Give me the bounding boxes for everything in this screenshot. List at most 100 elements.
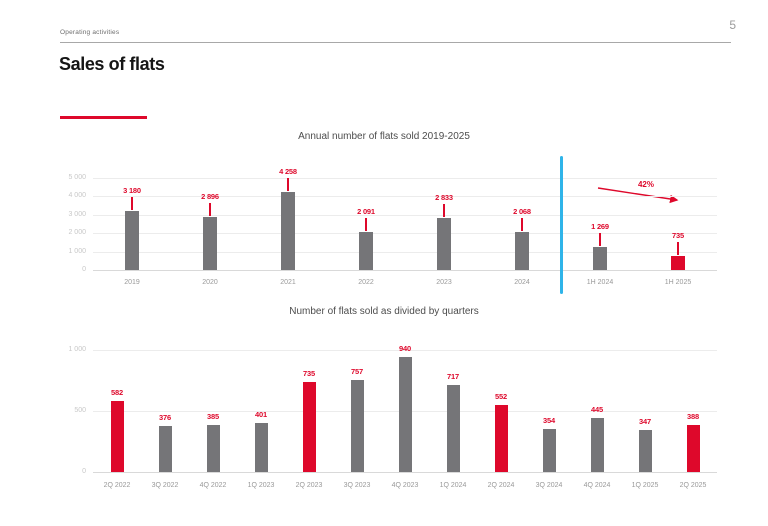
section-eyebrow: Operating activities — [60, 29, 120, 36]
page-title: Sales of flats — [59, 54, 165, 74]
gridline — [93, 251, 717, 253]
gridline — [93, 214, 717, 216]
bar-value-label: 735 — [672, 231, 684, 241]
x-axis-category-label: 2023 — [436, 279, 452, 286]
x-axis-category-label: 2Q 2023 — [295, 482, 323, 489]
x-axis-category-label: 2024 — [514, 279, 530, 286]
y-axis-tick-label: 0 — [82, 468, 86, 475]
bar-1h-2024 — [593, 246, 607, 270]
x-axis-category-label: 4Q 2023 — [391, 482, 419, 489]
y-axis-tick-label: 5 000 — [68, 174, 86, 181]
x-axis-category-label: 4Q 2022 — [199, 482, 227, 489]
bar-value-label: 940 — [399, 344, 411, 354]
bar-value-label: 582 — [111, 387, 123, 397]
bar-1h-2025 — [671, 256, 685, 270]
bar-4q-2022 — [206, 425, 220, 472]
bar-value-label: 552 — [495, 391, 507, 401]
bar-1q-2023 — [254, 423, 268, 472]
bar-value-label: 347 — [639, 416, 651, 426]
y-axis-tick-label: 1 000 — [68, 346, 86, 353]
bar-value-label: 3 180 — [123, 186, 141, 196]
x-axis-category-label: 1Q 2024 — [439, 482, 467, 489]
x-axis-category-label: 3Q 2022 — [151, 482, 179, 489]
bar-value-label: 2 068 — [513, 206, 531, 216]
x-axis-category-label: 1Q 2023 — [247, 482, 275, 489]
bar-value-label: 388 — [687, 411, 699, 421]
x-axis-category-label: 2021 — [280, 279, 296, 286]
page-number: 5 — [729, 18, 736, 32]
title-accent-underline — [60, 116, 147, 119]
value-connector-line — [521, 217, 523, 231]
gridline — [93, 233, 717, 235]
bar-3q-2022 — [158, 426, 172, 472]
period-divider-line — [559, 156, 563, 294]
value-connector-line — [443, 203, 445, 217]
bar-value-label: 735 — [303, 369, 315, 379]
x-axis-category-label: 4Q 2024 — [583, 482, 611, 489]
gridline — [93, 178, 717, 179]
bar-2q-2022 — [110, 400, 124, 472]
bar-value-label: 757 — [351, 366, 363, 376]
gridline — [93, 472, 717, 473]
x-axis-category-label: 2022 — [358, 279, 374, 286]
x-axis-category-label: 2020 — [202, 279, 218, 286]
value-connector-line — [677, 242, 679, 256]
bar-value-label: 354 — [543, 415, 555, 425]
x-axis-category-label: 1H 2025 — [664, 279, 692, 286]
y-axis-tick-label: 3 000 — [68, 210, 86, 218]
bar-value-label: 445 — [591, 404, 603, 414]
x-axis-category-label: 2Q 2025 — [679, 482, 707, 489]
bar-value-label: 2 896 — [201, 191, 219, 201]
y-axis-tick-label: 2 000 — [68, 229, 86, 237]
bar-1q-2025 — [638, 429, 652, 472]
gridline — [93, 196, 717, 198]
bar-3q-2023 — [350, 379, 364, 472]
bar-3q-2024 — [542, 428, 556, 472]
bar-2q-2025 — [686, 424, 700, 472]
value-connector-line — [599, 232, 601, 246]
x-axis-category-label: 2019 — [124, 279, 140, 286]
bar-2023 — [437, 217, 451, 270]
bar-1q-2024 — [446, 384, 460, 472]
bar-value-label: 385 — [207, 412, 219, 422]
y-axis-tick-label: 1 000 — [68, 247, 86, 255]
x-axis-category-label: 3Q 2024 — [535, 482, 563, 489]
gridline — [93, 270, 717, 271]
bar-value-label: 376 — [159, 413, 171, 423]
bar-value-label: 4 258 — [279, 166, 297, 176]
decline-percentage-label: 42% — [637, 180, 654, 189]
decline-arrow-icon — [597, 187, 679, 204]
bar-4q-2024 — [590, 417, 604, 472]
gridline — [93, 411, 717, 412]
bar-value-label: 401 — [255, 410, 267, 420]
bar-4q-2023 — [398, 357, 412, 472]
bar-value-label: 1 269 — [591, 221, 609, 231]
bar-2022 — [359, 231, 373, 270]
value-connector-line — [365, 217, 367, 231]
bar-2q-2023 — [302, 382, 316, 472]
quarterly-chart-title: Number of flats sold as divided by quart… — [289, 306, 479, 317]
bar-2021 — [281, 191, 295, 270]
x-axis-category-label: 1Q 2025 — [631, 482, 659, 489]
value-connector-line — [209, 202, 211, 216]
bar-2020 — [203, 216, 217, 270]
x-axis-category-label: 2Q 2024 — [487, 482, 515, 489]
annual-chart-title: Annual number of flats sold 2019-2025 — [298, 131, 470, 142]
gridline — [93, 350, 717, 351]
y-axis-tick-label: 4 000 — [68, 192, 86, 200]
bar-2q-2024 — [494, 404, 508, 472]
x-axis-category-label: 2Q 2022 — [103, 482, 131, 489]
header-rule — [60, 42, 731, 43]
value-connector-line — [287, 177, 289, 191]
x-axis-category-label: 1H 2024 — [586, 279, 614, 286]
value-connector-line — [131, 197, 133, 211]
bar-value-label: 2 833 — [435, 192, 453, 202]
y-axis-tick-label: 0 — [82, 266, 86, 273]
bar-2024 — [515, 231, 529, 270]
bar-value-label: 717 — [447, 371, 459, 381]
y-axis-tick-label: 500 — [74, 407, 86, 414]
x-axis-category-label: 3Q 2023 — [343, 482, 371, 489]
